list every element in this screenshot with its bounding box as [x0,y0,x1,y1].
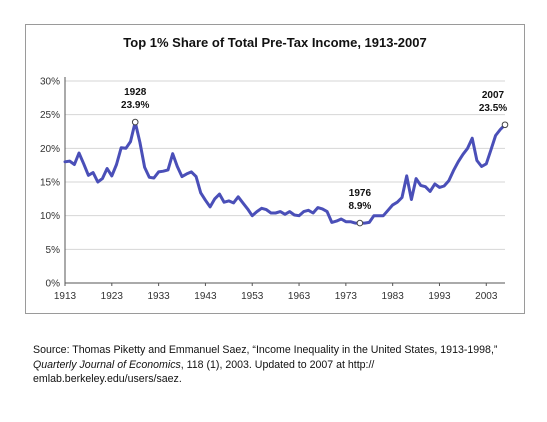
y-tick-label: 15% [40,178,60,189]
annotation-year: 1928 [124,87,147,98]
y-tick-label: 0% [46,279,61,290]
annotation-value: 23.5% [479,103,507,114]
y-tick-label: 5% [46,245,61,256]
y-tick-label: 10% [40,211,60,222]
x-tick-label: 1943 [194,291,217,302]
annotation-labels: 1928 23.9% 1976 8.9% 2007 23.5% [121,87,507,212]
x-tick-label: 1933 [147,291,170,302]
annotation-marker [131,118,139,126]
x-tick-labels: 1913 1923 1933 1943 1953 1963 1973 1983 1993 2003 [54,291,498,302]
series-line [63,120,507,225]
annotation-marker [356,219,364,227]
annotation-year: 1976 [349,188,372,199]
x-tick-label: 1963 [288,291,311,302]
source-text: Source: Thomas Piketty and Emmanuel Saez… [33,344,498,356]
x-tick-label: 1953 [241,291,264,302]
y-tick-label: 30% [40,77,60,88]
y-tick-label: 20% [40,144,60,155]
x-tick-label: 1983 [382,291,405,302]
source-text-end: , 118 (1), 2003. Updated to 2007 at http… [33,358,375,386]
annotation-markers [131,118,509,227]
x-tick-label: 2003 [475,291,498,302]
annotation-marker [501,121,509,129]
y-tick-label: 25% [40,110,60,121]
source-journal: Quarterly Journal of Economics [33,358,181,371]
x-tick-label: 1923 [101,291,124,302]
axes [64,77,505,286]
y-tick-labels: 0% 5% 10% 15% 20% 25% 30% [40,77,60,290]
chart-frame: Top 1% Share of Total Pre-Tax Income, 19… [25,24,525,314]
income-share-chart: Top 1% Share of Total Pre-Tax Income, 19… [40,35,509,302]
gridlines [65,80,505,250]
chart-title: Top 1% Share of Total Pre-Tax Income, 19… [123,35,426,50]
annotation-value: 23.9% [121,100,149,111]
x-tick-label: 1973 [335,291,358,302]
x-tick-label: 1993 [428,291,451,302]
source-note: Source: Thomas Piketty and Emmanuel Saez… [33,343,513,387]
x-tick-label: 1913 [54,291,77,302]
annotation-year: 2007 [482,90,505,101]
annotation-value: 8.9% [348,201,371,212]
series-layer [63,120,507,225]
